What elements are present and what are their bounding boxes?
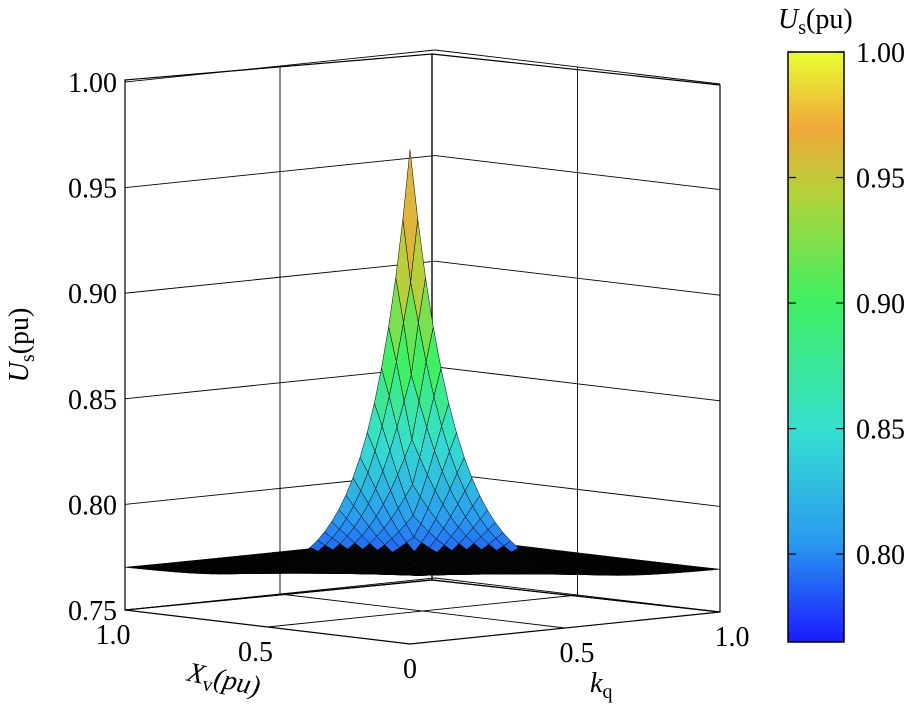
- z-tick-label: 1.00: [68, 68, 117, 99]
- z-tick-label: 0.90: [68, 279, 117, 310]
- z-tick-label: 0.80: [68, 490, 117, 521]
- colorbar-tick-label: 0.80: [856, 540, 905, 571]
- grid-lines: [124, 49, 721, 629]
- colorbar-gradient: [787, 51, 845, 643]
- y-tick-label: 1.0: [715, 622, 750, 653]
- x-tick-label: 0.5: [238, 637, 273, 668]
- surface-patch: [402, 149, 419, 283]
- x-tick-label: 0: [403, 654, 417, 685]
- y-axis-label: kq: [590, 668, 612, 703]
- y-tick-label: 0.5: [560, 638, 595, 669]
- grid-line-floor: [279, 593, 566, 629]
- z-axis-label: Us(pu): [4, 308, 39, 383]
- colorbar-tick-label: 1.00: [856, 38, 905, 69]
- colorbar-tick-label: 0.90: [856, 289, 905, 320]
- colorbar: Us(pu) 1.00 0.95 0.90 0.85 0.80: [778, 4, 905, 643]
- colorbar-label: Us(pu): [778, 4, 853, 39]
- colorbar-tick-label: 0.95: [856, 164, 905, 195]
- surface-mesh: [124, 149, 721, 576]
- z-tick-label: 0.85: [68, 385, 117, 416]
- axis-tick-labels: 1.000.950.900.850.800.751.00.500.51.0: [68, 68, 750, 685]
- z-tick-label: 0.75: [68, 596, 117, 627]
- x-tick-label: 1.0: [96, 620, 131, 651]
- z-tick-label: 0.95: [68, 174, 117, 205]
- floor-pane: [124, 579, 721, 645]
- colorbar-ticks: 1.00 0.95 0.90 0.85 0.80: [788, 38, 905, 571]
- colorbar-tick-label: 0.85: [856, 415, 905, 446]
